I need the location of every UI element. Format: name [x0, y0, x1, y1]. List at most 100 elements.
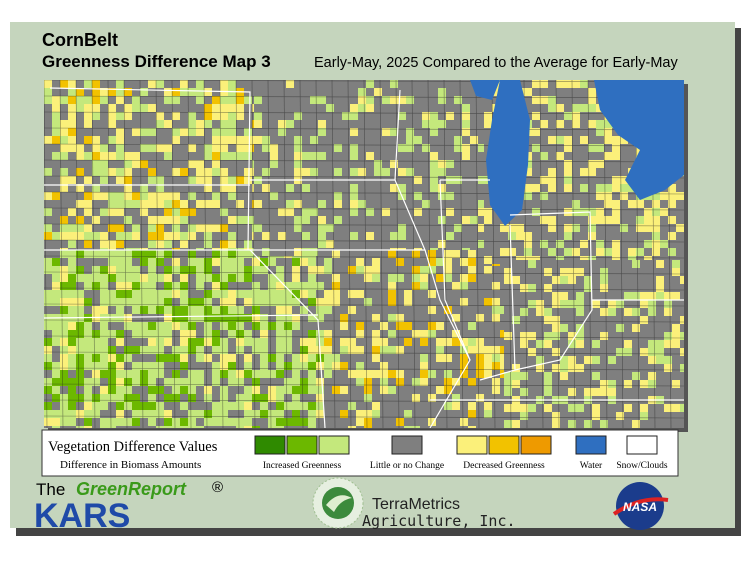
map-cell [324, 354, 332, 362]
map-cell [76, 96, 84, 104]
map-cell [108, 144, 116, 152]
map-cell [172, 266, 180, 274]
map-cell [470, 128, 478, 136]
map-cell [476, 250, 484, 258]
map-cell [262, 120, 270, 128]
map-cell [260, 402, 268, 410]
map-cell [204, 418, 212, 426]
map-cell [604, 232, 612, 240]
map-cell [308, 306, 316, 314]
map-cell [640, 340, 648, 348]
map-cell [648, 300, 656, 308]
map-cell [636, 232, 644, 240]
map-cell [220, 176, 228, 184]
map-cell [236, 208, 244, 216]
map-cell [580, 88, 588, 96]
map-cell [428, 338, 436, 346]
map-cell [286, 120, 294, 128]
map-cell [596, 208, 604, 216]
map-cell [260, 314, 268, 322]
map-cell [536, 332, 544, 340]
map-cell [236, 200, 244, 208]
map-cell [536, 348, 544, 356]
map-cell [318, 232, 326, 240]
map-cell [180, 314, 188, 322]
map-cell [68, 354, 76, 362]
map-cell [372, 418, 380, 426]
map-cell [512, 316, 520, 324]
map-cell [60, 378, 68, 386]
map-cell [172, 152, 180, 160]
map-cell [204, 168, 212, 176]
map-cell [164, 112, 172, 120]
map-cell [310, 248, 318, 256]
map-cell [140, 250, 148, 258]
map-cell [504, 420, 512, 428]
map-cell [140, 394, 148, 402]
map-cell [648, 332, 656, 340]
map-cell [308, 410, 316, 418]
map-cell [356, 418, 364, 426]
map-cell [180, 250, 188, 258]
map-cell [278, 232, 286, 240]
map-cell [252, 314, 260, 322]
map-cell [548, 192, 556, 200]
map-cell [640, 404, 648, 412]
legend-title: Vegetation Difference Values [48, 439, 218, 455]
map-cell [468, 378, 476, 386]
map-cell [316, 274, 324, 282]
map-cell [260, 298, 268, 306]
map-cell [164, 258, 172, 266]
map-cell [180, 120, 188, 128]
map-cell [476, 258, 484, 266]
map-cell [76, 354, 84, 362]
map-cell [212, 314, 220, 322]
map-cell [156, 112, 164, 120]
map-cell [76, 88, 84, 96]
map-cell [422, 200, 430, 208]
map-cell [478, 240, 486, 248]
map-cell [438, 208, 446, 216]
map-cell [84, 128, 92, 136]
map-cell [624, 332, 632, 340]
map-cell [52, 266, 60, 274]
map-cell [390, 216, 398, 224]
map-cell [188, 208, 196, 216]
map-cell [492, 88, 500, 96]
map-cell [148, 426, 156, 428]
map-cell [532, 208, 540, 216]
map-cell [140, 266, 148, 274]
map-cell [324, 314, 332, 322]
map-cell [188, 160, 196, 168]
map-cell [462, 192, 470, 200]
map-cell [484, 394, 492, 402]
map-cell [334, 192, 342, 200]
map-cell [342, 144, 350, 152]
map-cell [556, 176, 564, 184]
map-cell [404, 370, 412, 378]
county-line [379, 80, 384, 428]
map-cell [92, 96, 100, 104]
map-cell [406, 192, 414, 200]
map-cell [156, 322, 164, 330]
map-cell [420, 386, 428, 394]
map-cell [172, 410, 180, 418]
map-cell [592, 276, 600, 284]
map-cell [84, 418, 92, 426]
map-cell [672, 420, 680, 428]
map-cell [656, 308, 664, 316]
map-cell [276, 378, 284, 386]
map-cell [478, 104, 486, 112]
map-cell [430, 160, 438, 168]
map-cell [672, 380, 680, 388]
map-cell [188, 224, 196, 232]
map-cell [660, 224, 668, 232]
map-cell [372, 346, 380, 354]
map-cell [556, 112, 564, 120]
map-cell [380, 378, 388, 386]
map-cell [520, 372, 528, 380]
map-cell [164, 216, 172, 224]
map-cell [326, 184, 334, 192]
map-cell [302, 136, 310, 144]
map-cell [180, 128, 188, 136]
